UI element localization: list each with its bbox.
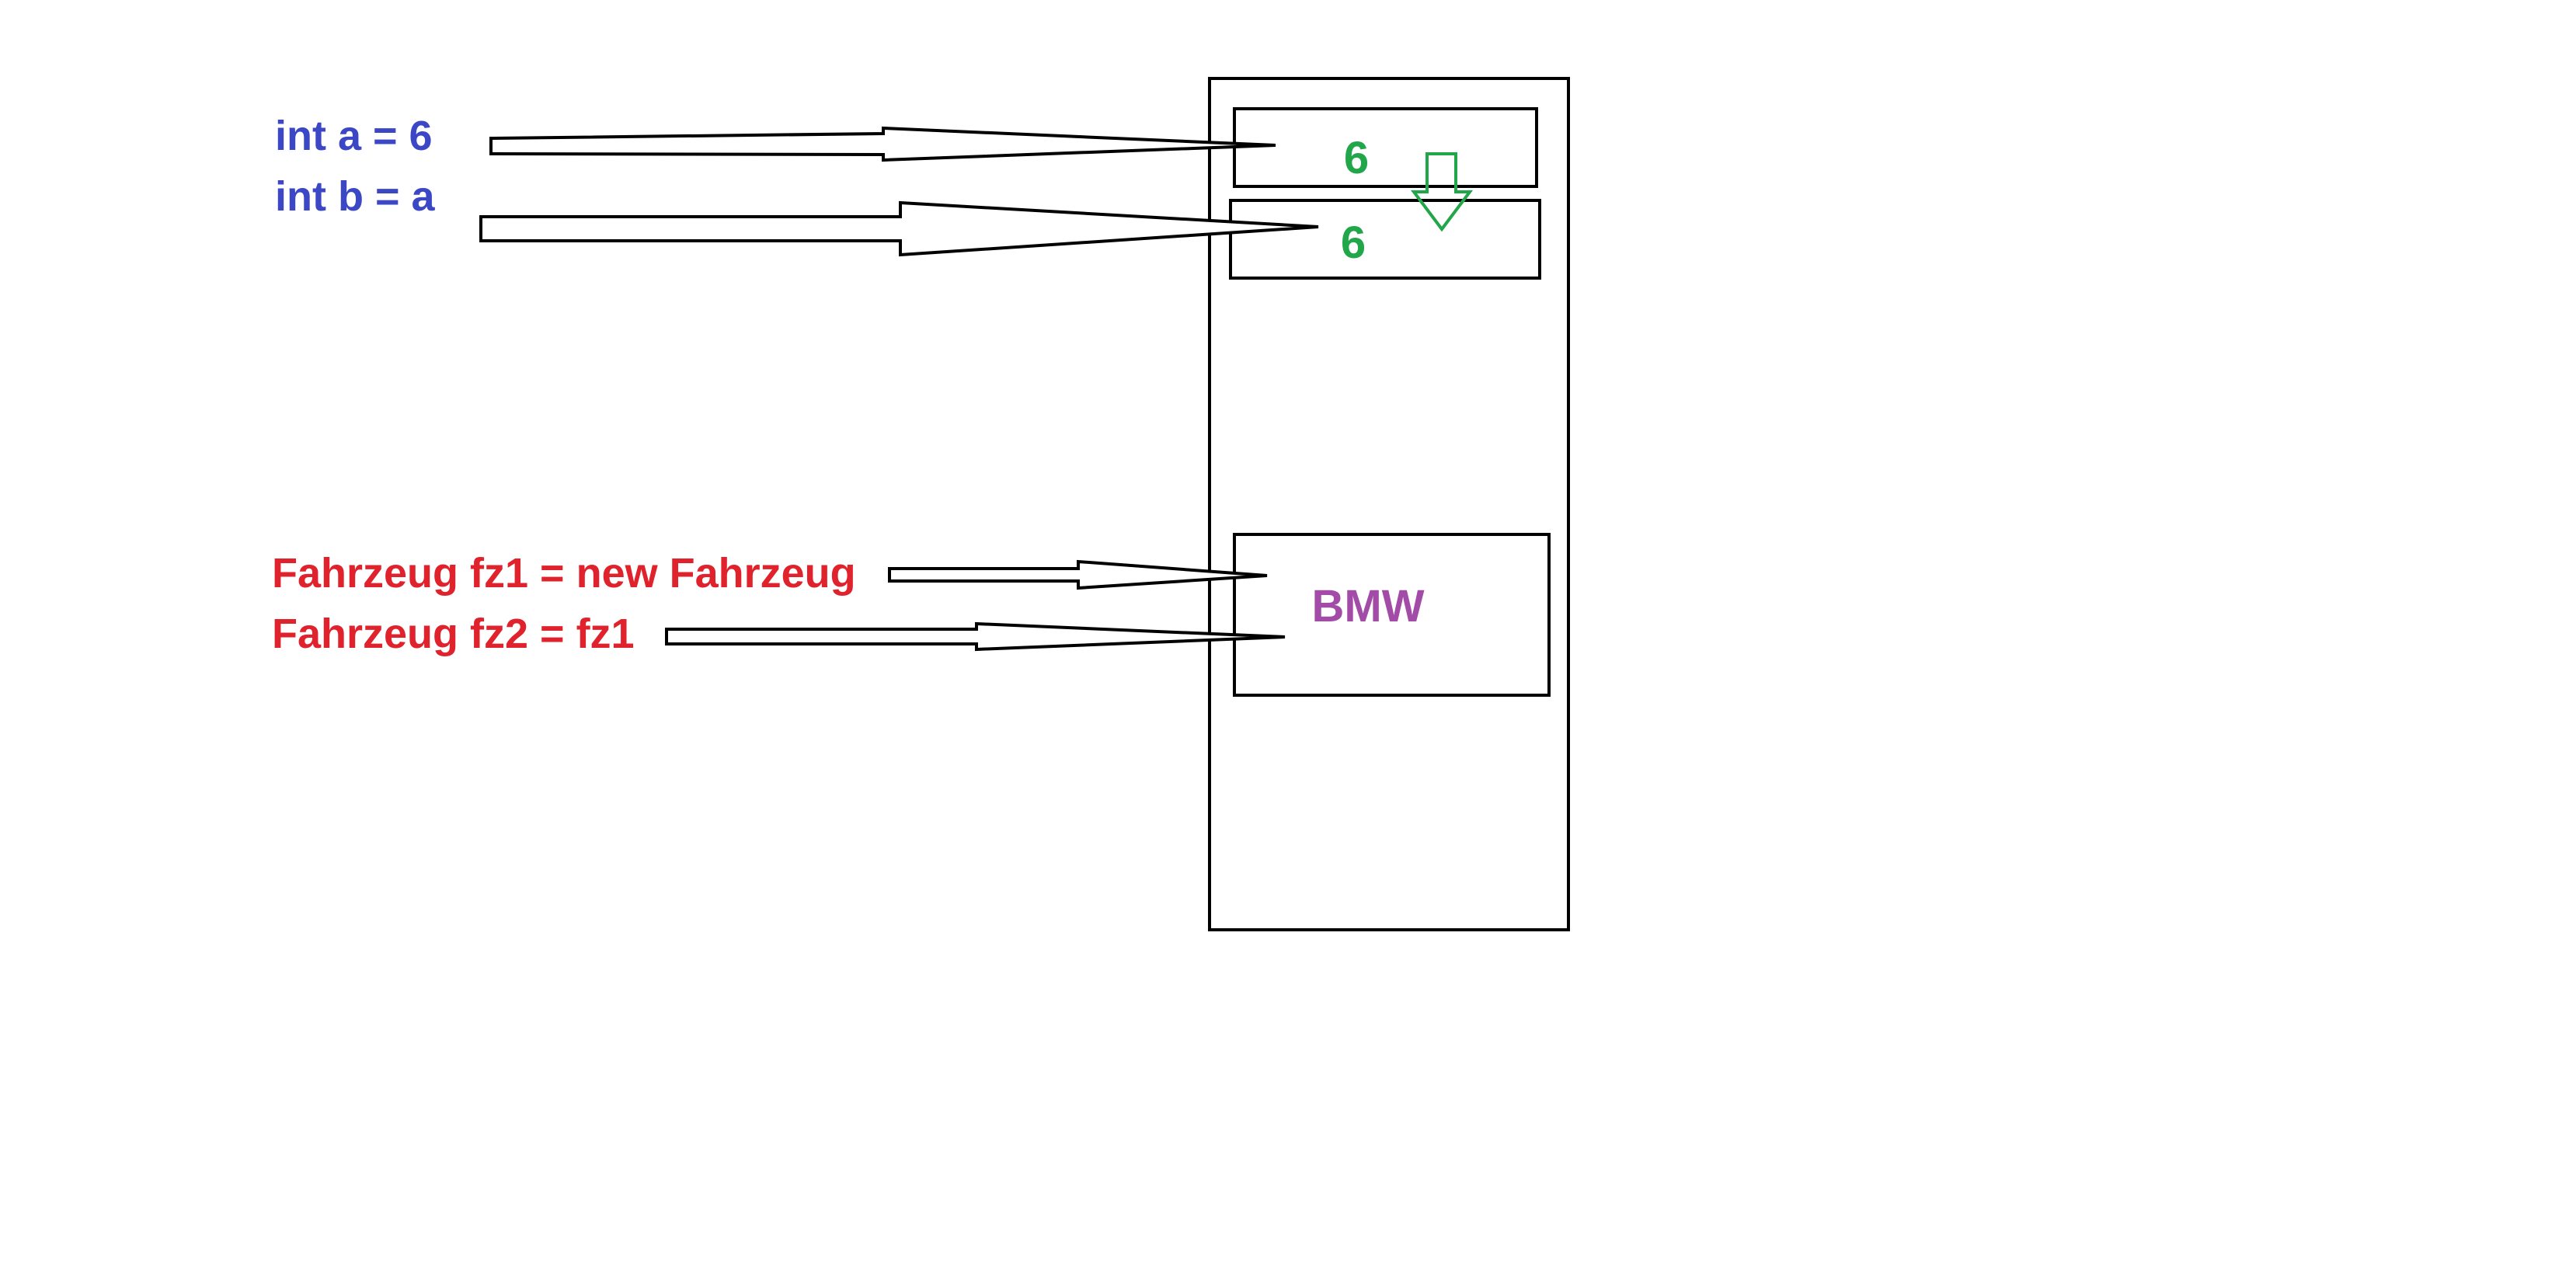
cell-b <box>1229 199 1541 280</box>
code-line-fz2: Fahrzeug fz2 = fz1 <box>272 611 635 657</box>
object-cell <box>1233 533 1551 697</box>
arrow-b-to-cell <box>479 200 1319 257</box>
down-arrow-icon <box>1411 152 1473 232</box>
object-value-bmw: BMW <box>1312 581 1425 632</box>
arrow-fz2-to-object <box>665 621 1286 652</box>
cell-a <box>1233 107 1538 188</box>
cell-b-value: 6 <box>1341 217 1366 268</box>
code-line-int-a: int a = 6 <box>275 113 433 159</box>
arrow-fz1-to-object <box>888 559 1268 590</box>
cell-a-value: 6 <box>1344 133 1369 183</box>
arrow-a-to-cell <box>489 126 1276 162</box>
code-line-int-b: int b = a <box>275 173 436 220</box>
code-line-fz1: Fahrzeug fz1 = new Fahrzeug <box>272 550 856 597</box>
memory-block <box>1208 77 1570 931</box>
